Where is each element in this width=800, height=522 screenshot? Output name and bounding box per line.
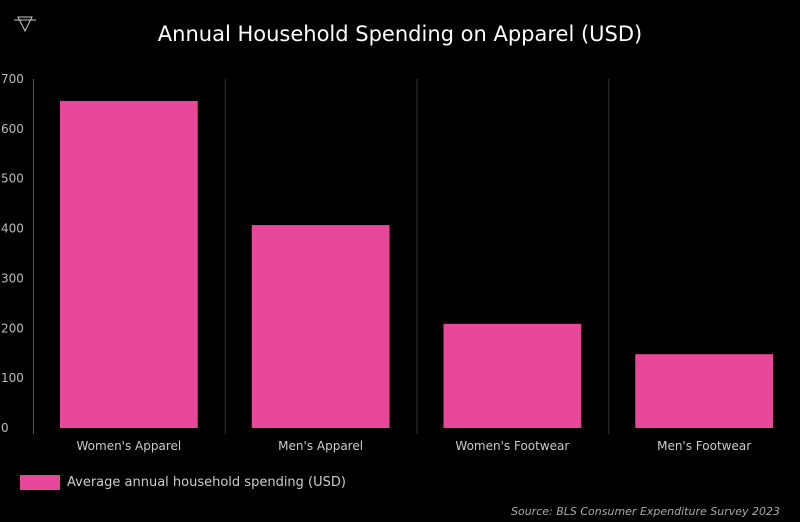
x-tick-label: Men's Footwear: [657, 439, 751, 453]
legend: Average annual household spending (USD): [20, 475, 346, 490]
source-note: Source: BLS Consumer Expenditure Survey …: [510, 505, 780, 518]
triangle-logo-icon: [14, 16, 36, 33]
legend-swatch: [20, 475, 60, 490]
x-tick-label: Women's Apparel: [77, 439, 182, 453]
y-tick-label: 700: [1, 72, 24, 86]
y-tick-label: 200: [1, 321, 24, 335]
bar: [635, 354, 773, 428]
bar: [251, 225, 390, 428]
x-tick-label: Women's Footwear: [455, 439, 569, 453]
bar-chart: 0 100 200 300 400 500 600 700 Women's Apparel Men…: [1, 72, 773, 453]
chart-title: Annual Household Spending on Apparel (US…: [157, 22, 643, 46]
x-tick-label: Men's Apparel: [278, 439, 363, 453]
bar: [443, 323, 582, 428]
y-tick-label: 100: [1, 371, 24, 385]
y-tick-label: 400: [1, 222, 24, 236]
bar: [60, 100, 198, 429]
y-tick-label: 300: [1, 271, 24, 285]
y-tick-label: 500: [1, 172, 24, 186]
y-tick-label: 600: [1, 122, 24, 136]
legend-label: Average annual household spending (USD): [67, 475, 346, 490]
y-tick-label: 0: [1, 421, 9, 435]
